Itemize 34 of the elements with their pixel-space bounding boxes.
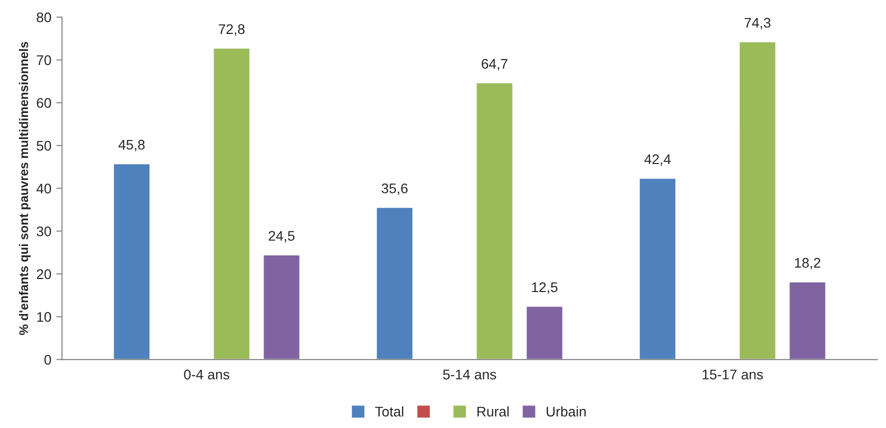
bar — [112, 162, 151, 360]
bar — [738, 40, 777, 360]
x-tick-label: 0-4 ans — [184, 370, 230, 380]
y-tick-label: 10 — [37, 312, 52, 322]
y-tick-label: 20 — [36, 269, 52, 280]
x-tick-label: 15-17 ans — [702, 370, 763, 380]
bar — [788, 280, 827, 360]
data-label: 24,5 — [268, 230, 295, 242]
data-label: 42,4 — [644, 154, 671, 166]
data-label: 35,6 — [382, 183, 408, 195]
legend-label: Rural — [478, 406, 509, 417]
bar — [212, 47, 251, 360]
y-tick-label: 30 — [36, 226, 52, 236]
y-axis-title: % d'enfants qui sont pauvres multidimensionnels — [18, 42, 31, 335]
data-label: 74,3 — [744, 18, 770, 30]
data-label: 64,7 — [482, 58, 508, 70]
bar — [375, 206, 414, 360]
bar — [638, 177, 677, 360]
x-tick-label: 5-14 ans — [443, 370, 496, 380]
bar — [262, 254, 301, 360]
y-tick-label: 0 — [44, 354, 52, 365]
data-label: 12,5 — [532, 282, 558, 294]
y-tick-label: 70 — [36, 55, 52, 66]
legend-label: Total — [375, 406, 404, 417]
data-label: 45,8 — [118, 140, 145, 152]
data-label: 72,8 — [218, 24, 245, 36]
y-tick-label: 80 — [36, 12, 52, 22]
y-tick-label: 40 — [36, 184, 52, 194]
y-tick-label: 50 — [36, 140, 52, 151]
data-label: 18,2 — [795, 258, 820, 270]
y-tick-label: 60 — [36, 98, 52, 108]
legend-label: Urbain — [546, 406, 586, 417]
bar — [525, 305, 564, 360]
bar — [475, 82, 514, 360]
